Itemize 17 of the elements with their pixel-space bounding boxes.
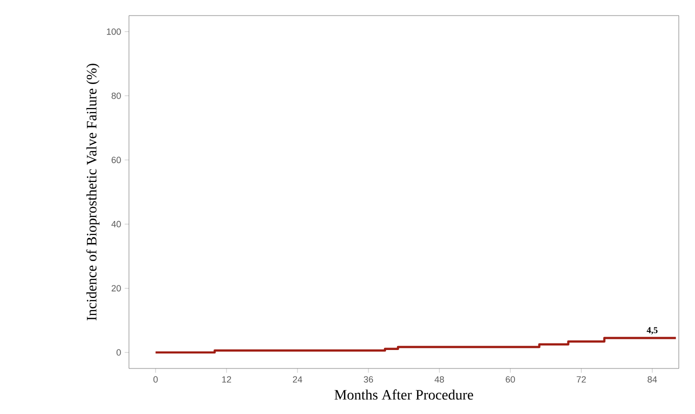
y-tick-label: 100: [106, 28, 121, 35]
y-tick-label: 40: [111, 221, 121, 228]
x-tick-label: 72: [576, 376, 586, 383]
y-tick-label: 80: [112, 92, 121, 100]
y-tick-label: 0: [116, 349, 121, 356]
y-tick-label: 60: [112, 156, 121, 164]
x-tick-label: 0: [153, 376, 158, 383]
x-tick-label: 84: [648, 376, 657, 383]
y-axis-title: Incidence of Bioprosthetic Valve Failure (%): [86, 64, 100, 320]
x-axis-title: Months After Procedure: [334, 390, 474, 400]
y-tick-label: 20: [112, 285, 121, 292]
x-tick-label: 48: [434, 376, 444, 383]
x-tick-label: 60: [506, 376, 515, 383]
x-tick-label: 36: [364, 376, 374, 383]
x-tick-label: 24: [292, 376, 302, 383]
x-tick-label: 12: [222, 376, 232, 383]
annotation: 4,5: [646, 327, 658, 335]
